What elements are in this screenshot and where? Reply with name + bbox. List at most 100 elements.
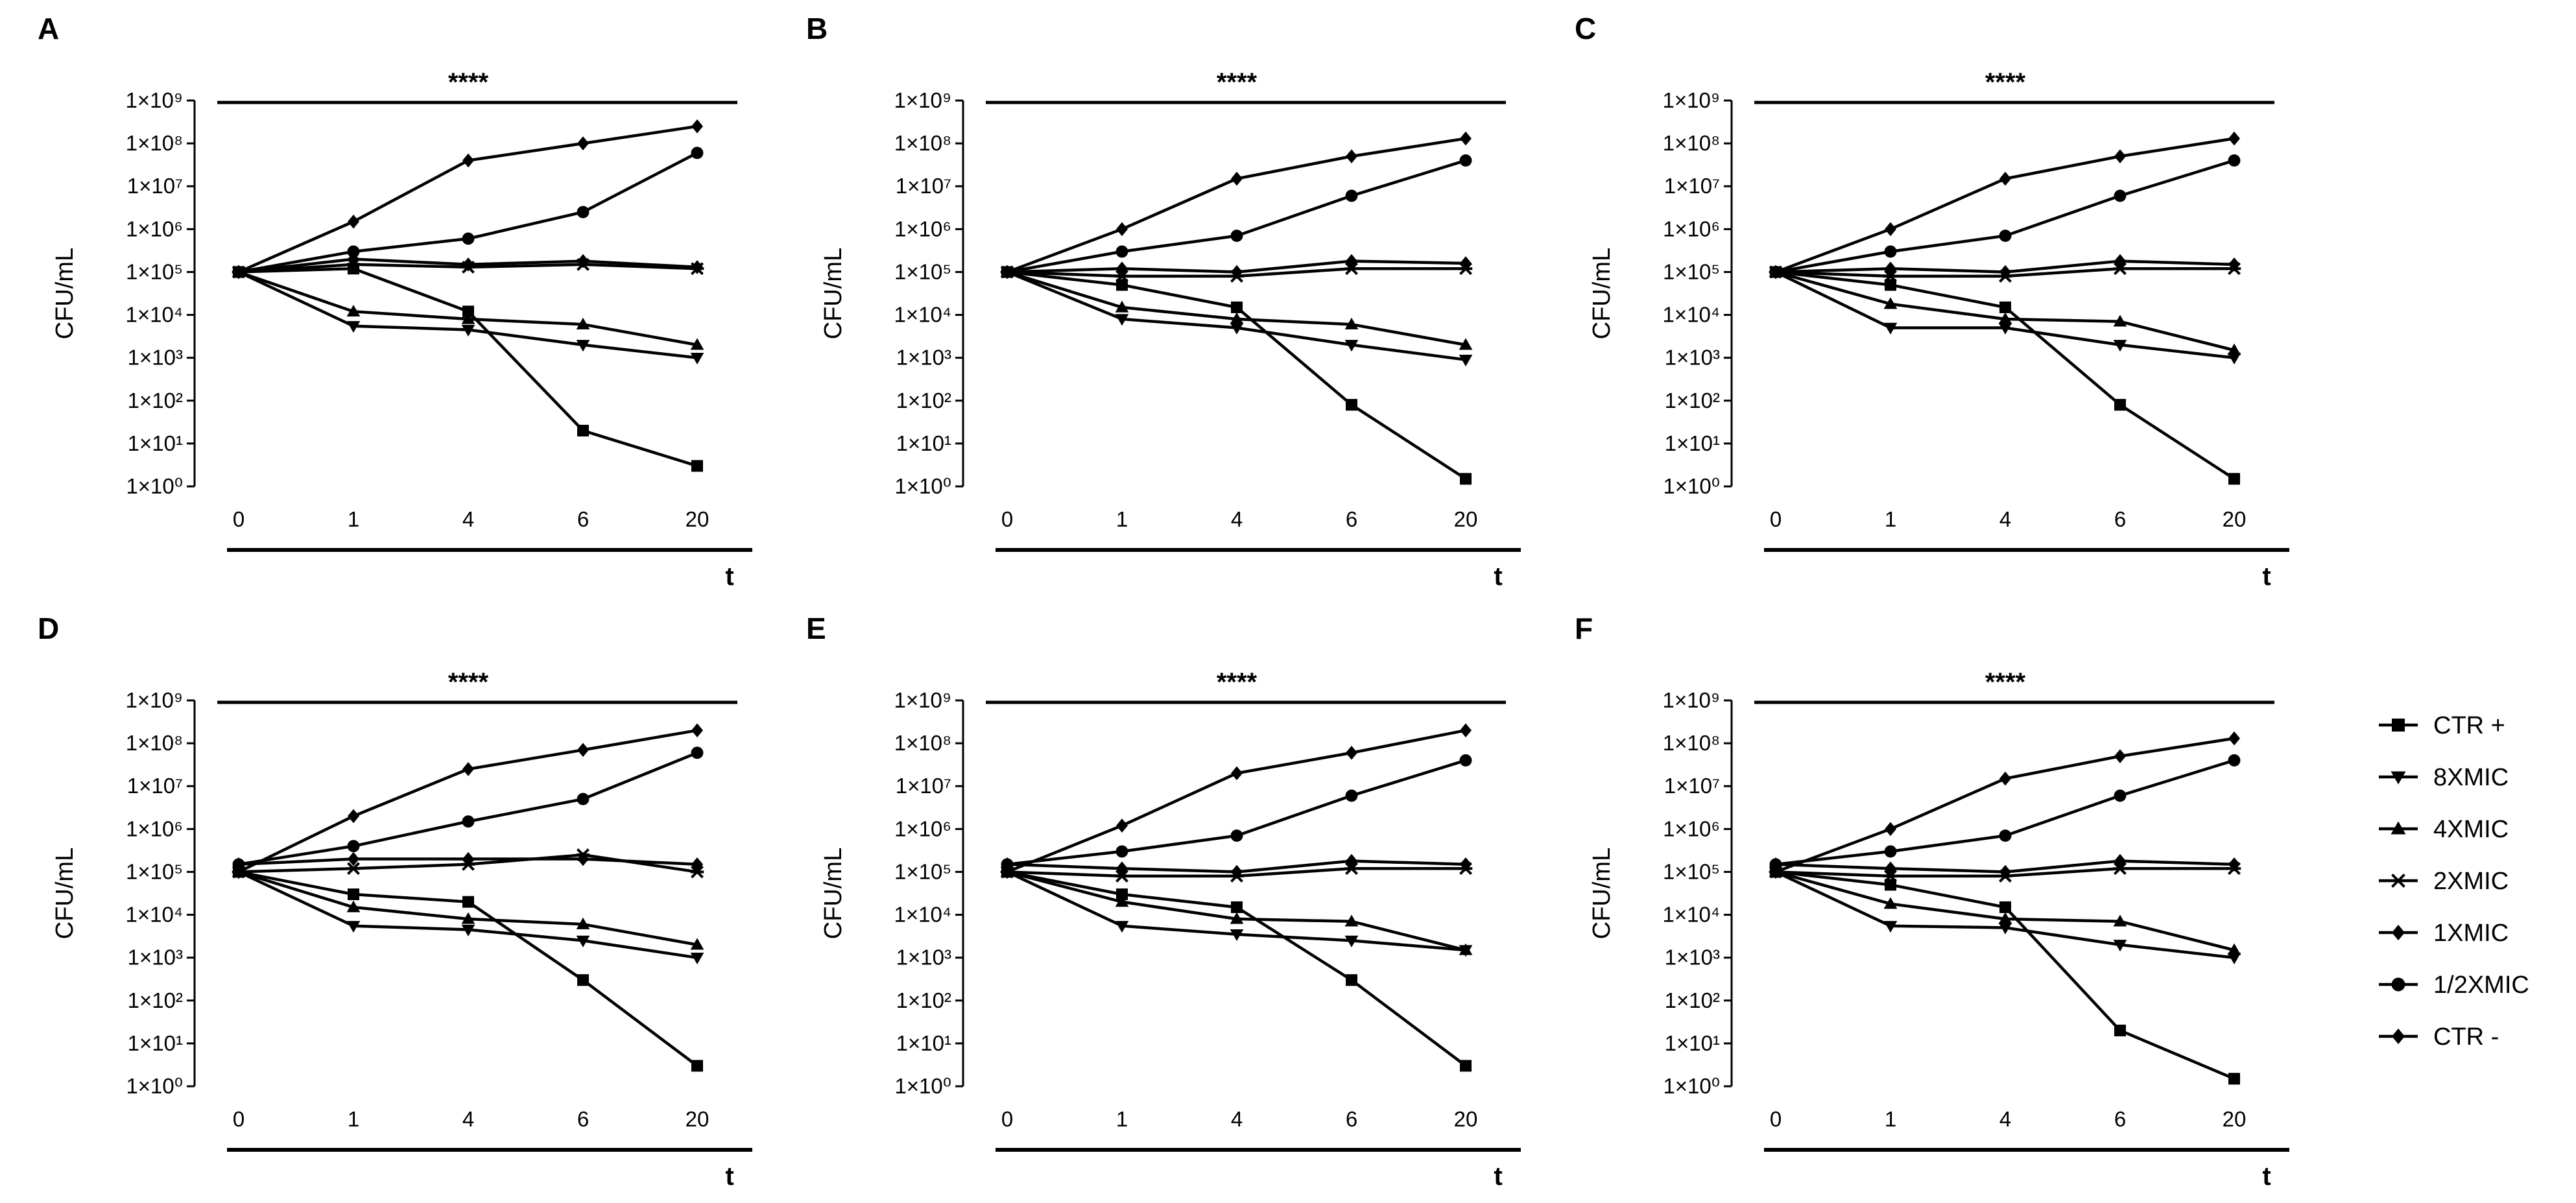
x-tick-label: 4 (1999, 507, 2011, 531)
x-tick-label: 6 (2114, 507, 2126, 531)
y-axis-title: CFU/mL (820, 248, 847, 339)
y-tick-label: 1×10⁷ (127, 174, 183, 198)
data-point (346, 900, 361, 912)
x-tick-label: 1 (1885, 1107, 1896, 1131)
legend-marker (2391, 771, 2406, 785)
y-tick-label: 1×10² (896, 388, 951, 412)
data-point (576, 935, 590, 947)
y-tick-label: 1×10⁰ (894, 474, 951, 498)
data-point (347, 840, 360, 853)
data-point (577, 792, 590, 805)
data-point (577, 206, 590, 219)
y-tick-label: 1×10⁵ (894, 259, 951, 283)
data-point (2228, 1073, 2240, 1085)
data-point (1998, 322, 2012, 335)
data-point (2113, 940, 2127, 952)
data-point (1115, 921, 1129, 933)
y-tick-label: 1×10⁵ (126, 859, 183, 883)
y-tick-label: 1×10⁹ (1663, 688, 1720, 712)
data-point (232, 858, 245, 871)
data-point (1460, 723, 1472, 738)
series-line-6 (1775, 137, 2235, 274)
y-tick-label: 1×10⁶ (894, 816, 951, 840)
legend-item: 1XMIC (2379, 920, 2509, 947)
panel-letter: C (1575, 12, 1596, 45)
data-point (1230, 230, 1243, 243)
legend-label: 4XMIC (2433, 816, 2509, 843)
x-tick-label: 6 (1346, 507, 1357, 531)
y-tick-label: 1×10⁴ (894, 903, 951, 927)
y-tick-label: 1×10⁹ (894, 88, 951, 112)
data-point (577, 974, 589, 986)
data-point (1116, 818, 1128, 833)
data-point (2228, 473, 2240, 485)
data-point (1460, 473, 1472, 485)
series-line-0 (238, 267, 698, 468)
data-point (1001, 864, 1013, 879)
legend-item: 8XMIC (2379, 764, 2509, 791)
data-point (1116, 279, 1128, 291)
data-point (346, 304, 361, 316)
data-point (462, 257, 474, 272)
panel-b: B **** 1×10⁰ 1×10¹ 1×10² 1×10³ 1×10⁴ 1×10⁵ 1×10⁶… (806, 12, 1521, 591)
data-point (1999, 771, 2011, 786)
y-tick-label: 1×10⁵ (1663, 259, 1720, 283)
legend-item: CTR - (2379, 1023, 2499, 1051)
legend-label: CTR - (2433, 1023, 2499, 1051)
data-point (691, 857, 703, 872)
data-point (2228, 131, 2240, 146)
data-point (690, 938, 704, 950)
data-point (1344, 340, 1359, 352)
data-point (348, 852, 359, 866)
data-point (2228, 154, 2241, 167)
data-point (2113, 340, 2127, 352)
panel-f: F **** 1×10⁰ 1×10¹ 1×10² 1×10³ 1×10⁴ 1×10⁵ 1×10⁶… (1575, 612, 2289, 1191)
x-axis-title: t (1494, 562, 1502, 591)
x-tick-label: 1 (1116, 1107, 1128, 1131)
y-tick-label: 1×10⁸ (1663, 731, 1720, 755)
data-point (2113, 262, 2127, 276)
y-tick-label: 1×10⁶ (126, 816, 183, 840)
data-point (461, 912, 475, 924)
series-line-6 (238, 728, 698, 874)
y-axis-title: CFU/mL (51, 248, 78, 339)
data-point (2227, 943, 2241, 955)
y-tick-label: 1×10³ (896, 346, 951, 370)
data-point (1460, 857, 1472, 872)
data-point (577, 424, 589, 436)
data-point (346, 321, 361, 333)
data-point (1998, 312, 2012, 324)
data-point (346, 921, 361, 933)
legend-item: CTR + (2379, 712, 2505, 739)
data-point (691, 460, 703, 472)
data-point (691, 119, 703, 134)
data-point (1116, 888, 1128, 901)
y-tick-label: 1×10¹ (128, 431, 183, 455)
legend-label: 8XMIC (2433, 764, 2509, 791)
data-point (461, 924, 475, 936)
data-point (1115, 300, 1129, 313)
data-point (1231, 265, 1243, 280)
y-tick-label: 1×10⁶ (894, 217, 951, 241)
x-tick-label: 4 (462, 507, 474, 531)
x-tick-label: 4 (462, 1107, 474, 1131)
data-point (2228, 731, 2240, 746)
legend: CTR + 8XMIC 4XMIC 2XMIC 1XMIC 1/2XMIC CTR - (2379, 712, 2529, 1051)
data-point (1231, 864, 1243, 879)
y-tick-label: 1×10⁹ (1663, 88, 1720, 112)
y-tick-label: 1×10⁸ (126, 131, 183, 155)
data-point (1230, 912, 1244, 924)
significance-label: **** (1985, 68, 2026, 97)
x-tick-label: 20 (686, 1107, 710, 1131)
data-point (690, 865, 704, 879)
y-tick-label: 1×10³ (128, 346, 183, 370)
data-point (233, 864, 244, 879)
y-tick-label: 1×10¹ (128, 1031, 183, 1055)
panel-c: C **** 1×10⁰ 1×10¹ 1×10² 1×10³ 1×10⁴ 1×10⁵ 1×10⁶… (1575, 12, 2289, 591)
data-point (1884, 845, 1897, 858)
data-point (1884, 245, 1897, 258)
series-line-6 (1775, 737, 2235, 874)
legend-label: 1/2XMIC (2433, 971, 2529, 999)
legend-label: 2XMIC (2433, 868, 2509, 895)
data-point (1885, 222, 1896, 237)
